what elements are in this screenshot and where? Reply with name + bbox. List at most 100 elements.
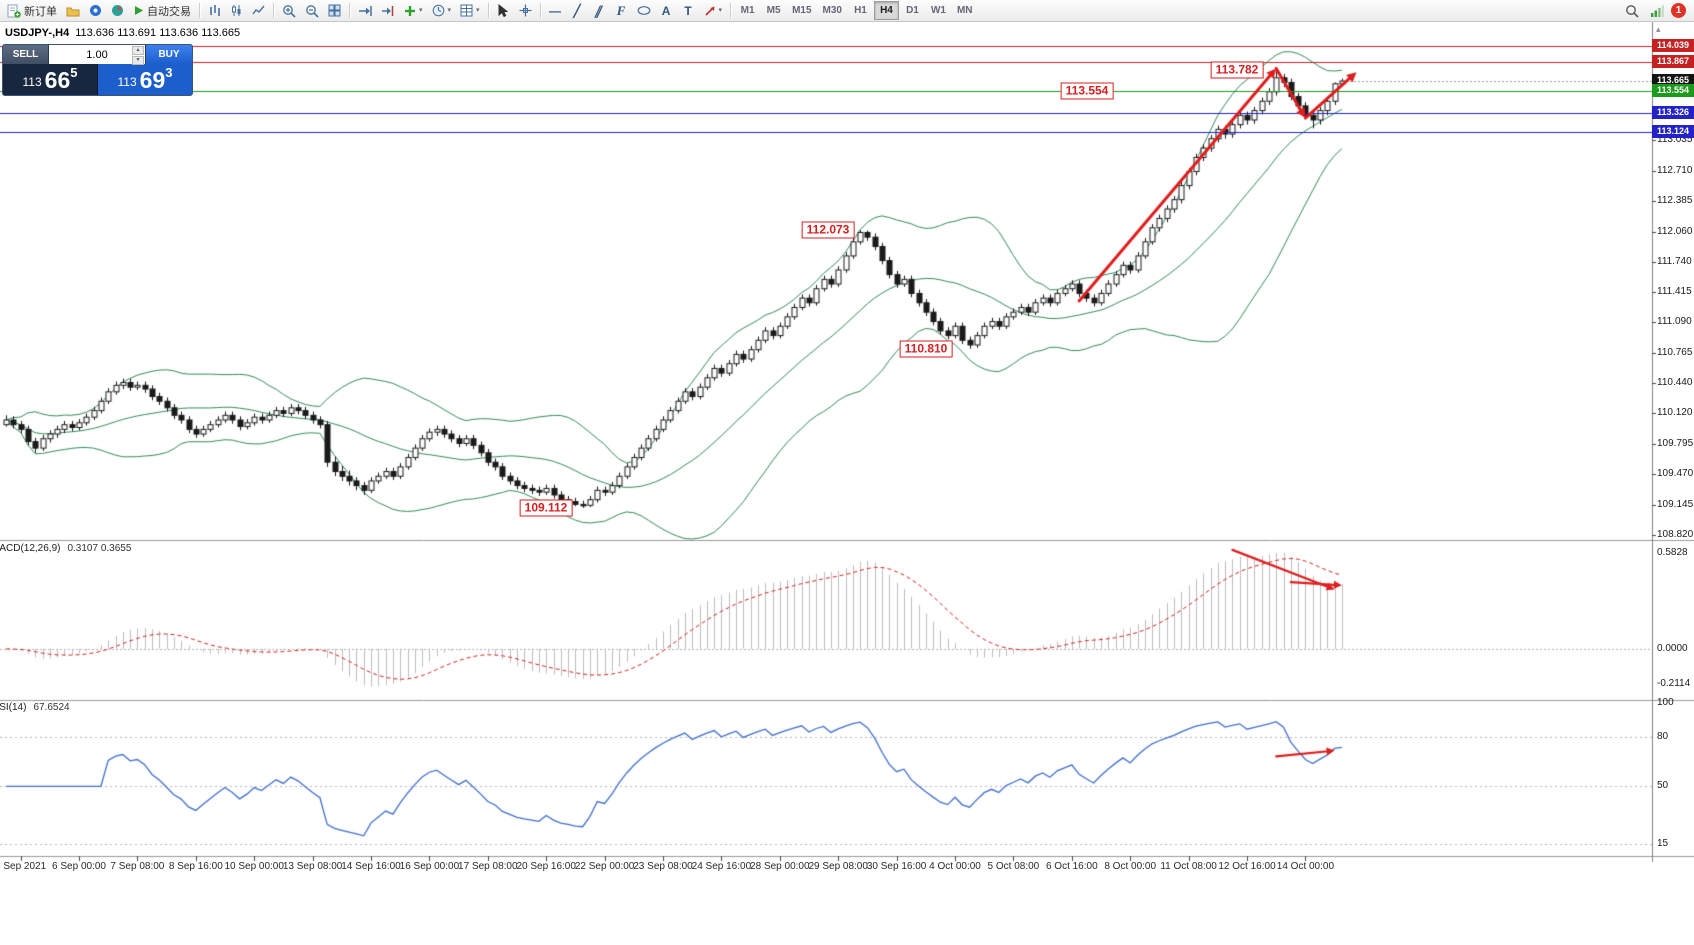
candlestick-chart-button[interactable] [226, 1, 247, 20]
label-button[interactable]: T [678, 1, 699, 20]
sell-button[interactable]: SELL [3, 45, 49, 64]
symbol-period-label: USDJPY-,H4 [5, 27, 70, 39]
buy-price-prefix: 113 [117, 75, 137, 89]
spinner-up-icon[interactable]: ▲ [132, 46, 144, 55]
time-axis-label: 10 Sep 00:00 [224, 861, 284, 872]
community-button[interactable] [85, 1, 106, 20]
price-annotation[interactable]: 110.810 [899, 340, 953, 358]
zoom-in-icon [283, 4, 296, 18]
toolbar-separator [539, 3, 541, 18]
horizontal-line-button[interactable]: — [545, 1, 566, 20]
chevron-down-icon: ▾ [476, 7, 480, 14]
price-tag: 113.554 [1652, 84, 1694, 98]
time-axis-label: 4 Oct 00:00 [929, 861, 981, 872]
charts-button[interactable] [62, 1, 84, 20]
crosshair-button[interactable] [515, 1, 536, 20]
time-axis-label: 24 Sep 16:00 [691, 861, 752, 872]
time-axis-label: 30 Sep 16:00 [866, 861, 927, 872]
buy-price-pip: 3 [165, 65, 173, 80]
sell-price-prefix: 113 [22, 75, 42, 89]
one-click-trading-widget: SELL 1.00 ▲ ▼ BUY 113 66 5 113 69 3 [2, 44, 193, 96]
volume-input[interactable]: 1.00 ▲ ▼ [49, 45, 146, 65]
price-axis-label: 110.120 [1657, 407, 1693, 419]
price-axis-label: 110.440 [1657, 377, 1693, 389]
autoscroll-icon [359, 5, 372, 16]
autoscroll-button[interactable] [354, 1, 376, 20]
volume-value: 1.00 [86, 48, 108, 61]
price-annotation[interactable]: 109.112 [519, 499, 573, 517]
macd-name: MACD(12,26,9) [0, 543, 61, 554]
timeframe-m15[interactable]: M15 [787, 1, 816, 20]
time-axis-label: 22 Sep 00:00 [574, 861, 635, 872]
text-button[interactable]: A [656, 1, 677, 20]
time-axis-label: 3 Sep 2021 [0, 861, 47, 872]
price-tag: 113.867 [1652, 55, 1694, 69]
price-axis-label: 110.765 [1657, 346, 1693, 358]
timeframe-m5[interactable]: M5 [761, 1, 786, 20]
price-tag: 113.124 [1652, 124, 1694, 138]
tile-windows-button[interactable] [324, 1, 345, 20]
chart-shift-icon [382, 5, 394, 16]
price-annotation[interactable]: 112.073 [801, 221, 855, 239]
timeframe-m30[interactable]: M30 [818, 1, 847, 20]
toolbar-separator [730, 3, 732, 18]
chart-shift-button[interactable] [377, 1, 399, 20]
toolbar-right-group: 1 [1621, 1, 1691, 20]
crosshair-icon [519, 4, 532, 17]
timeframe-d1[interactable]: D1 [900, 1, 925, 20]
buy-button[interactable]: BUY [146, 45, 192, 64]
rsi-value: 67.6524 [33, 702, 70, 713]
notification-badge[interactable]: 1 [1671, 3, 1686, 18]
time-axis-label: 11 Oct 08:00 [1160, 861, 1217, 872]
time-axis-label: 17 Sep 08:00 [458, 861, 518, 872]
toolbar-separator [199, 3, 200, 18]
timeframe-h4[interactable]: H4 [873, 1, 899, 20]
timeframe-h1[interactable]: H1 [848, 1, 873, 20]
rsi-axis-label: 100 [1657, 697, 1674, 709]
buy-price-big: 69 [139, 67, 166, 93]
market-button[interactable] [107, 1, 128, 20]
price-annotation[interactable]: 113.782 [1210, 61, 1264, 79]
macd-indicator-label: MACD(12,26,9) 0.3107 0.3655 [0, 543, 131, 554]
chart-canvas[interactable] [0, 22, 1694, 945]
sell-price[interactable]: 113 66 5 [3, 64, 98, 95]
sell-price-pip: 5 [70, 65, 78, 80]
auto-trading-button[interactable]: 自动交易 [129, 1, 195, 20]
time-axis-label: 6 Oct 16:00 [1045, 861, 1098, 872]
new-order-button[interactable]: 新订单 [3, 1, 61, 20]
indicators-button[interactable]: ▾ [400, 1, 427, 20]
rsi-axis-label: 80 [1657, 730, 1669, 742]
charts-folder-icon [66, 7, 80, 16]
buy-price[interactable]: 113 69 3 [98, 64, 192, 95]
time-axis-label: 12 Oct 16:00 [1218, 861, 1276, 872]
fibonacci-button[interactable]: F [611, 1, 632, 20]
zoom-in-button[interactable] [278, 1, 300, 20]
cursor-button[interactable] [493, 1, 514, 20]
templates-icon [460, 4, 473, 17]
channel-button[interactable]: ∥ [589, 1, 610, 20]
time-axis-label: 13 Sep 08:00 [282, 861, 343, 872]
zoom-out-button[interactable] [301, 1, 323, 20]
arrow-tool-icon [704, 6, 715, 16]
templates-button[interactable]: ▾ [456, 1, 484, 20]
ellipse-icon [637, 6, 650, 15]
periods-button[interactable]: ▾ [428, 1, 456, 20]
shapes-button[interactable] [633, 1, 655, 20]
bar-chart-button[interactable] [204, 1, 225, 20]
time-axis-label: 16 Sep 00:00 [399, 861, 460, 872]
timeframe-m1[interactable]: M1 [735, 1, 760, 20]
price-axis-label: 112.710 [1657, 164, 1693, 176]
scroll-latest-icon[interactable]: ▴ [1656, 24, 1661, 34]
timeframe-w1[interactable]: W1 [926, 1, 951, 20]
line-chart-button[interactable] [248, 1, 269, 20]
volume-spinner[interactable]: ▲ ▼ [132, 46, 144, 65]
search-button[interactable] [1621, 1, 1643, 20]
price-axis-label: 108.820 [1657, 529, 1694, 541]
price-annotation[interactable]: 113.554 [1060, 82, 1114, 100]
trendline-button[interactable]: ╱ [567, 1, 588, 20]
arrows-button[interactable]: ▾ [700, 1, 727, 20]
spinner-down-icon[interactable]: ▼ [132, 56, 144, 65]
timeframe-mn[interactable]: MN [952, 1, 978, 20]
quote-line: USDJPY-,H4 113.636 113.691 113.636 113.66… [5, 27, 240, 39]
